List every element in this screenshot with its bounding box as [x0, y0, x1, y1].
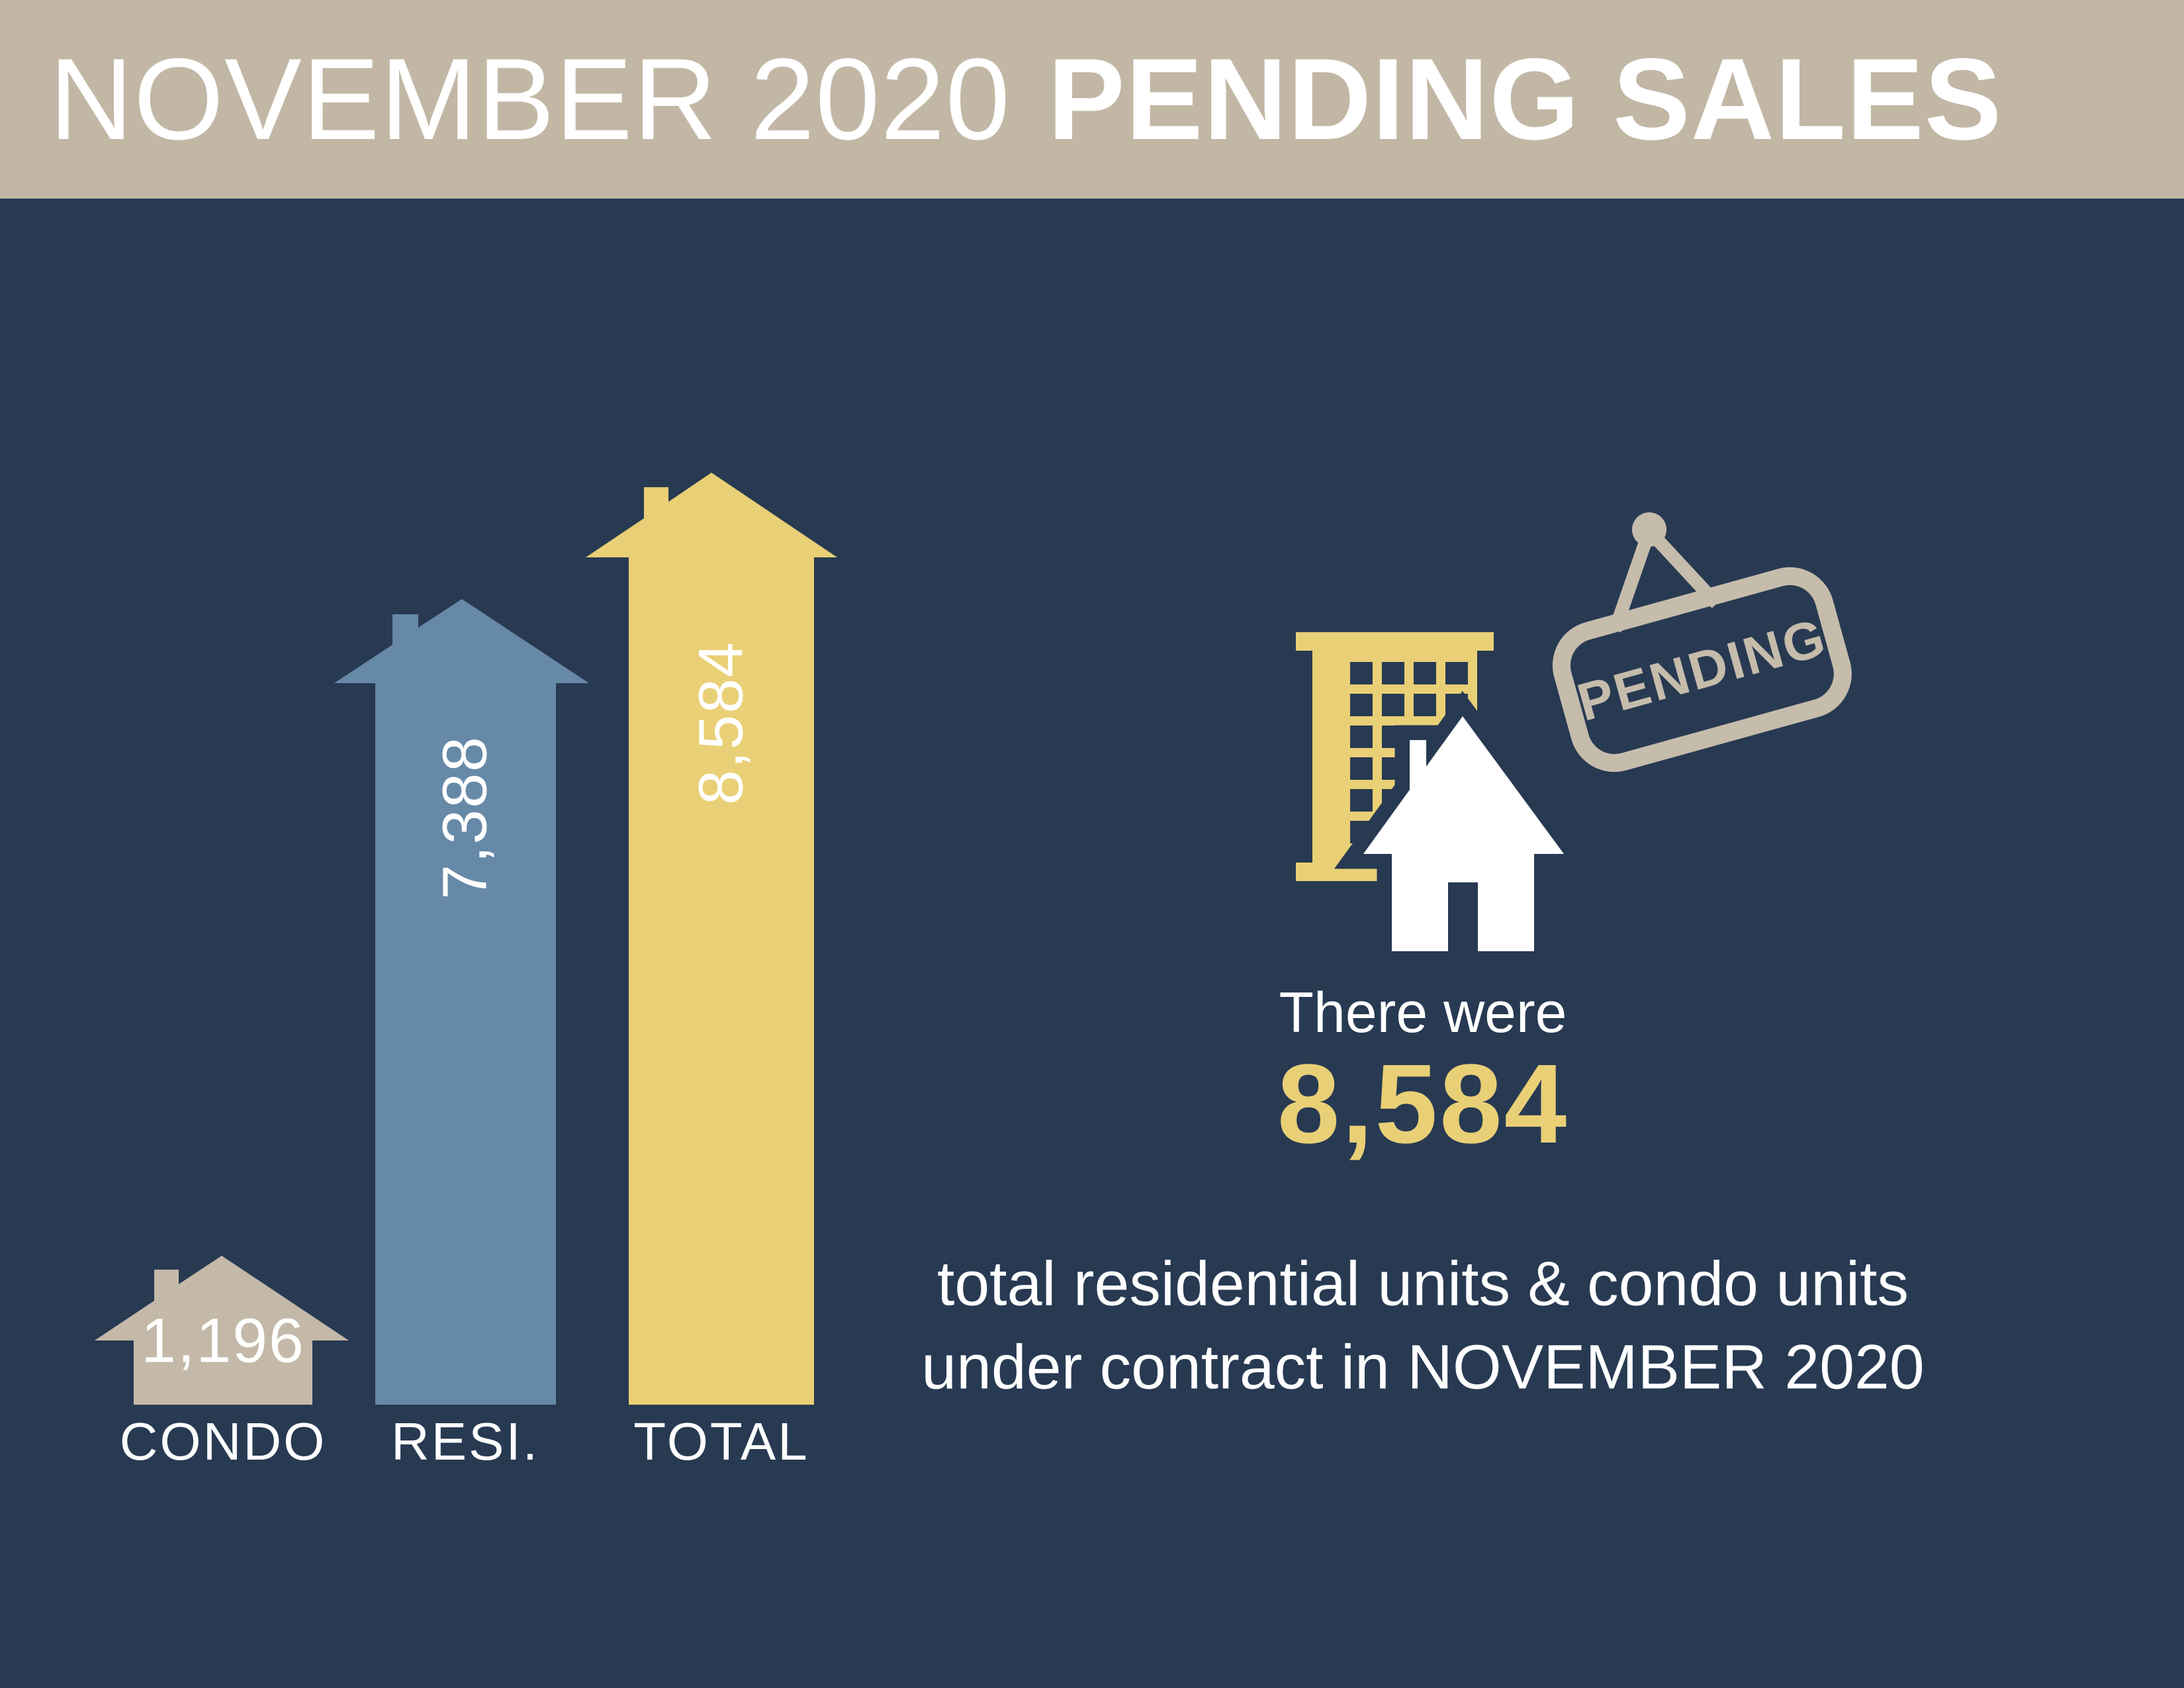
summary-big-number: 8,584	[1277, 1041, 1569, 1167]
condo-house-shape	[95, 1256, 349, 1405]
category-label-resi: RESI.	[391, 1412, 539, 1471]
summary-line-2: under contract in NOVEMBER 2020	[921, 1332, 1925, 1403]
pending-sign-icon	[1552, 512, 1852, 773]
condo-house-bar	[95, 1256, 349, 1405]
resi-bar-value: 7,388	[430, 735, 500, 900]
summary-line-1: total residential units & condo units	[936, 1248, 1909, 1319]
resi-house-bar	[334, 599, 589, 1405]
category-label-total: TOTAL	[633, 1412, 809, 1471]
house-icon	[1334, 690, 1594, 966]
total-house-bar	[586, 473, 837, 1405]
category-label-condo: CONDO	[119, 1412, 327, 1471]
resi-house-shape	[334, 599, 589, 1405]
header-band: NOVEMBER 2020 PENDING SALES	[0, 0, 2184, 199]
sign-board-icon	[1552, 567, 1852, 773]
total-bar-value: 8,584	[686, 641, 756, 805]
page-title: NOVEMBER 2020 PENDING SALES	[50, 33, 2003, 166]
condo-bar-value: 1,196	[141, 1305, 305, 1376]
total-house-shape	[586, 473, 837, 1405]
house-icon-shape	[1334, 690, 1594, 966]
page-title-bold: PENDING SALES	[1048, 34, 2003, 164]
summary-intro: There were	[1279, 981, 1567, 1045]
page-title-light: NOVEMBER 2020	[49, 34, 1011, 164]
